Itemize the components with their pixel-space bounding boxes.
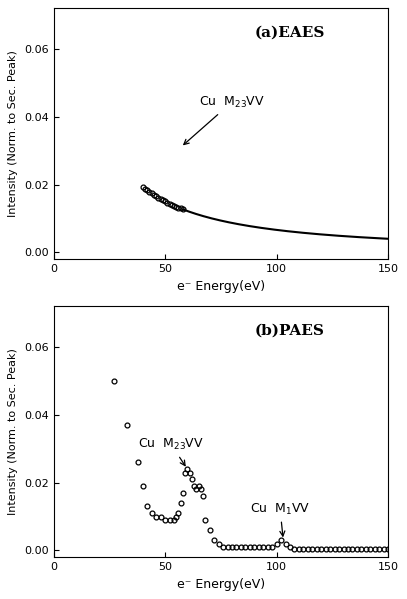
Text: Cu  M$_1$VV: Cu M$_1$VV: [250, 501, 310, 536]
Text: Cu  M$_{23}$VV: Cu M$_{23}$VV: [184, 95, 265, 144]
Text: (a)EAES: (a)EAES: [254, 26, 325, 40]
Text: Cu  M$_{23}$VV: Cu M$_{23}$VV: [138, 437, 204, 465]
X-axis label: e⁻ Energy(eV): e⁻ Energy(eV): [177, 577, 265, 591]
Text: (b)PAES: (b)PAES: [254, 324, 324, 338]
X-axis label: e⁻ Energy(eV): e⁻ Energy(eV): [177, 280, 265, 292]
Y-axis label: Intensity (Norm. to Sec. Peak): Intensity (Norm. to Sec. Peak): [8, 50, 18, 217]
Y-axis label: Intensity (Norm. to Sec. Peak): Intensity (Norm. to Sec. Peak): [8, 349, 18, 515]
